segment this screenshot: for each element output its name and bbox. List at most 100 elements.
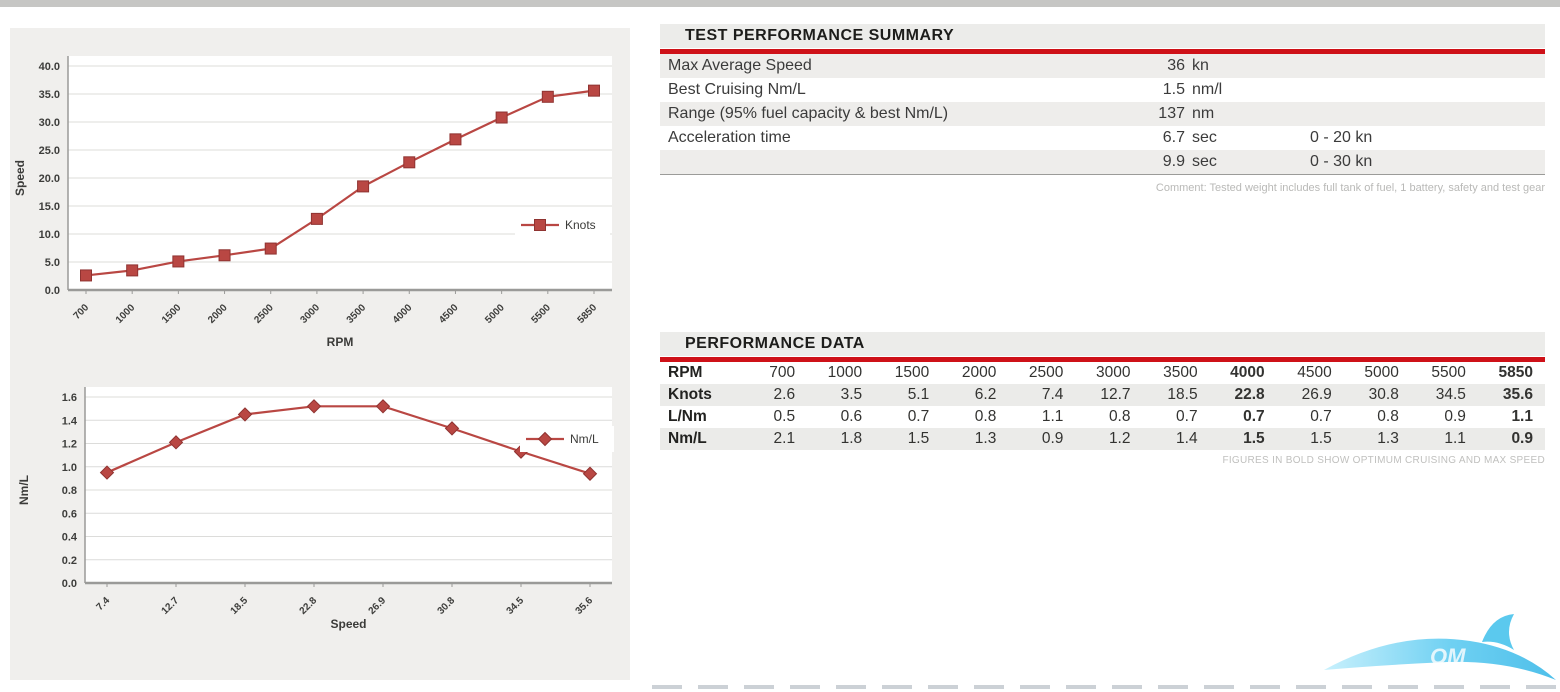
perf-cell: 26.9	[1301, 386, 1332, 403]
svg-text:1000: 1000	[114, 302, 138, 326]
svg-text:Nm/L: Nm/L	[570, 432, 599, 446]
svg-text:22.8: 22.8	[298, 595, 320, 617]
svg-text:0.2: 0.2	[62, 555, 77, 567]
svg-text:3000: 3000	[299, 302, 323, 326]
summary-value: 137	[1158, 105, 1185, 122]
perf-cell: 0.9	[1511, 430, 1533, 447]
red-divider-bar	[660, 49, 1545, 54]
svg-text:5850: 5850	[576, 302, 600, 326]
svg-text:4000: 4000	[391, 302, 415, 326]
svg-text:Speed: Speed	[330, 617, 366, 631]
performance-data-section: PERFORMANCE DATA RPM 700 1000 1500 2000 2500 3…	[660, 332, 1545, 466]
summary-row: 9.9 sec 0 - 30 kn	[660, 150, 1545, 174]
perf-cell: 1.3	[974, 430, 997, 447]
perf-row: L/Nm 0.5 0.6 0.7 0.8 1.1 0.8 0.7 0.7 0.7 0.8 0.9 1.1	[660, 406, 1545, 428]
svg-text:5000: 5000	[483, 302, 507, 326]
perf-cell: 0.7	[907, 408, 930, 425]
svg-text:RPM: RPM	[327, 335, 354, 349]
svg-text:0.0: 0.0	[62, 578, 77, 590]
performance-footnote: FIGURES IN BOLD SHOW OPTIMUM CRUISING AN…	[1222, 455, 1545, 466]
perf-cell: 3500	[1163, 364, 1198, 381]
perf-cell: 3.5	[840, 386, 863, 403]
summary-row: Acceleration time 6.7 sec 0 - 20 kn	[660, 126, 1545, 150]
svg-text:1.2: 1.2	[62, 439, 77, 451]
performance-table: RPM 700 1000 1500 2000 2500 3000 3500 4000 4500 50…	[660, 362, 1545, 450]
perf-cell: 4500	[1297, 364, 1332, 381]
perf-cell: 0.7	[1176, 408, 1198, 425]
svg-text:30.8: 30.8	[436, 595, 458, 617]
perf-cell: 12.7	[1100, 386, 1131, 403]
perf-cell: 0.7	[1310, 408, 1332, 425]
speed-vs-rpm-chart: 0.0 5.0 10.0 15.0 20.0 25.0 30.0 35.0 40.0 700 100…	[13, 56, 612, 349]
perf-cell: 1.5	[1243, 430, 1265, 447]
svg-text:2000: 2000	[206, 302, 230, 326]
wave-logo-watermark: OM	[1324, 614, 1556, 680]
svg-text:0.6: 0.6	[62, 508, 77, 520]
perf-cell: 1.4	[1176, 430, 1198, 447]
svg-text:15.0: 15.0	[39, 201, 60, 213]
perf-cell: 2.1	[773, 430, 796, 447]
svg-text:5.0: 5.0	[45, 257, 60, 269]
perf-cell: 5850	[1498, 364, 1533, 381]
svg-text:4500: 4500	[437, 302, 461, 326]
red-divider-bar	[660, 357, 1545, 362]
summary-row: Range (95% fuel capacity & best Nm/L) 137…	[660, 102, 1545, 126]
summary-row: Best Cruising Nm/L 1.5 nm/l	[660, 78, 1545, 102]
perf-cell: 2500	[1028, 364, 1064, 381]
perf-cell: 1.5	[1310, 430, 1332, 447]
summary-label: Acceleration time	[668, 129, 791, 146]
summary-row: Max Average Speed 36 kn	[660, 54, 1545, 78]
perf-cell: 2.6	[773, 386, 796, 403]
perf-cell: 1.1	[1041, 408, 1064, 425]
perf-cell: 2000	[961, 364, 997, 381]
svg-text:1500: 1500	[160, 302, 184, 326]
svg-text:35.0: 35.0	[39, 89, 60, 101]
svg-text:35.6: 35.6	[574, 595, 596, 617]
perf-cell: 0.8	[1108, 408, 1131, 425]
perf-row-label: RPM	[668, 364, 703, 381]
summary-title: TEST PERFORMANCE SUMMARY	[685, 27, 955, 44]
perf-cell: 4000	[1230, 364, 1265, 381]
svg-text:2500: 2500	[252, 302, 276, 326]
perf-cell: 0.8	[1377, 408, 1399, 425]
svg-text:Knots: Knots	[565, 218, 596, 232]
summary-unit: sec	[1192, 129, 1217, 146]
performance-title: PERFORMANCE DATA	[685, 335, 865, 352]
perf-cell: 700	[769, 364, 796, 381]
nml-vs-speed-chart: 0.0 0.2 0.4 0.6 0.8 1.0 1.2 1.4 1.6 7.4 12.7 18.5 22…	[17, 387, 614, 631]
perf-cell: 34.5	[1435, 386, 1466, 403]
perf-cell: 1000	[827, 364, 863, 381]
perf-cell: 1.1	[1444, 430, 1466, 447]
svg-text:0.0: 0.0	[45, 285, 60, 297]
summary-table: Max Average Speed 36 kn Best Cruising Nm/L 1…	[660, 54, 1545, 175]
summary-title-band: TEST PERFORMANCE SUMMARY	[660, 24, 1545, 48]
summary-unit: sec	[1192, 153, 1217, 170]
summary-comment: Comment: Tested weight includes full tan…	[1155, 182, 1545, 194]
perf-cell: 0.8	[974, 408, 997, 425]
perf-cell: 6.2	[974, 386, 997, 403]
dolphin-fin-icon	[1482, 614, 1514, 650]
svg-text:20.0: 20.0	[39, 173, 60, 185]
perf-cell: 0.7	[1243, 408, 1265, 425]
svg-text:30.0: 30.0	[39, 117, 60, 129]
perf-cell: 5500	[1431, 364, 1466, 381]
perf-cell: 1.2	[1108, 430, 1131, 447]
svg-text:26.9: 26.9	[367, 595, 389, 617]
perf-cell: 0.9	[1041, 430, 1064, 447]
svg-text:0.4: 0.4	[62, 532, 78, 544]
perf-cell: 18.5	[1167, 386, 1198, 403]
perf-cell: 1.8	[840, 430, 863, 447]
summary-unit: nm	[1192, 105, 1215, 122]
wave-swoosh	[1324, 638, 1556, 680]
perf-cell: 1.3	[1377, 430, 1399, 447]
svg-text:1.4: 1.4	[62, 415, 78, 427]
perf-cell: 0.9	[1444, 408, 1466, 425]
perf-row: Knots 2.6 3.5 5.1 6.2 7.4 12.7 18.5 22.8 26.9 30.8…	[660, 384, 1545, 406]
svg-text:18.5: 18.5	[229, 595, 251, 617]
svg-text:25.0: 25.0	[39, 145, 60, 157]
svg-text:40.0: 40.0	[39, 61, 60, 73]
perf-cell: 30.8	[1368, 386, 1399, 403]
perf-cell: 3000	[1096, 364, 1131, 381]
summary-value: 36	[1167, 57, 1185, 74]
